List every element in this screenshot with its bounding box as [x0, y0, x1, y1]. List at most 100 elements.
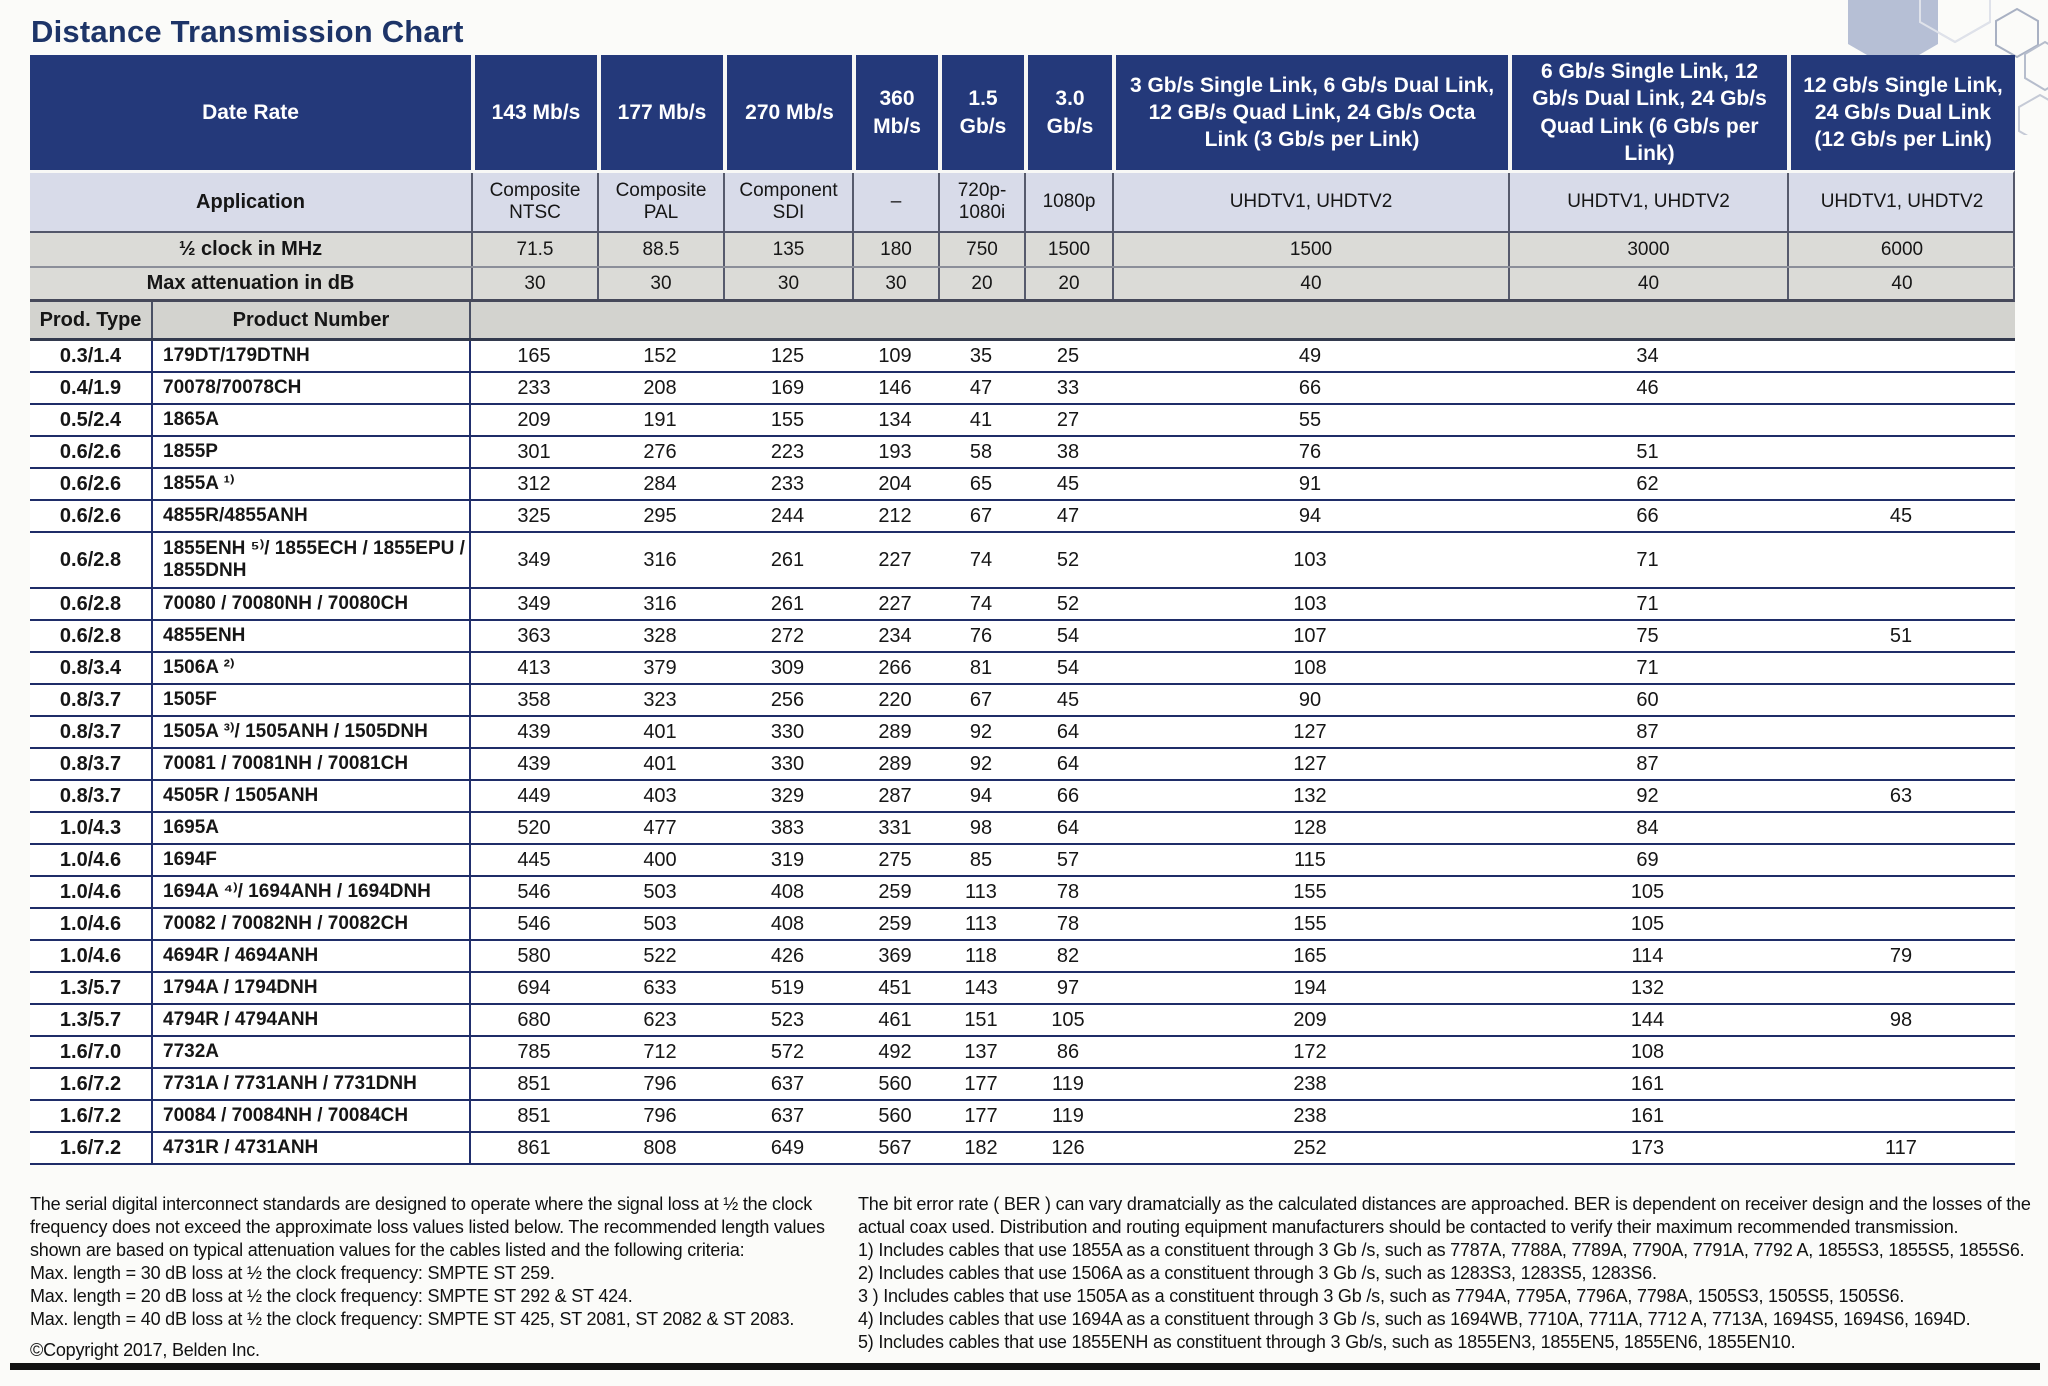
- prod-type-cell: 1.0/4.3: [30, 813, 153, 843]
- product-number-cell: 1855P: [153, 437, 471, 467]
- distance-value-cell: 151: [964, 1008, 998, 1031]
- distance-value-cell: 79: [1889, 944, 1913, 967]
- distance-value-cell: 256: [770, 688, 805, 711]
- distance-value-cell: 54: [1056, 624, 1080, 647]
- half-clock-cell: 750: [938, 233, 1024, 266]
- distance-value-cell: 477: [643, 816, 677, 839]
- distance-value-cell: 172: [1293, 1040, 1327, 1063]
- distance-value-cell: 319: [770, 848, 805, 871]
- application-cell: UHDTV1, UHDTV2: [1508, 173, 1787, 231]
- distance-value-cell: 439: [517, 752, 551, 775]
- distance-value-cell: 52: [1056, 592, 1080, 615]
- distance-value-cell: 259: [878, 880, 912, 903]
- distance-value-cell: 312: [517, 472, 551, 495]
- distance-value-cell: 137: [964, 1040, 998, 1063]
- max-attenuation-cell: 30: [723, 268, 852, 299]
- distance-value-cell: 108: [1630, 1040, 1665, 1063]
- distance-value-cell: 152: [643, 344, 677, 367]
- distance-value-cell: 92: [969, 752, 993, 775]
- footnote-left-column: The serial digital interconnect standard…: [30, 1193, 830, 1362]
- distance-value-cell: 144: [1630, 1008, 1665, 1031]
- prod-type-cell: 1.6/7.2: [30, 1069, 153, 1099]
- distance-value-cell: 408: [770, 880, 805, 903]
- distance-value-cell: 128: [1293, 816, 1327, 839]
- product-number-cell: 1694F: [153, 845, 471, 875]
- half-clock-cell: 1500: [1024, 233, 1112, 266]
- distance-value-cell: 808: [643, 1136, 677, 1159]
- product-number-cell: 70084 / 70084NH / 70084CH: [153, 1101, 471, 1131]
- max-attenuation-cell: 30: [597, 268, 723, 299]
- table-row: 1.0/4.6 1694A ⁴⁾/ 1694ANH / 1694DNH 546 503…: [30, 877, 2015, 909]
- prod-type-label: Prod. Type: [30, 302, 153, 338]
- footnote-intro-left: The serial digital interconnect standard…: [30, 1194, 825, 1260]
- distance-value-cell: 71: [1636, 656, 1659, 679]
- prod-type-cell: 1.6/7.2: [30, 1133, 153, 1163]
- distance-value-cell: 35: [969, 344, 993, 367]
- distance-value-cell: 234: [878, 624, 912, 647]
- distance-value-cell: 47: [969, 376, 993, 399]
- footnote-item: 4) Includes cables that use 1694A as a c…: [858, 1309, 1971, 1329]
- distance-value-cell: 261: [770, 548, 805, 571]
- half-clock-cell: 1500: [1112, 233, 1508, 266]
- footnote-item: 1) Includes cables that use 1855A as a c…: [858, 1240, 2025, 1260]
- distance-value-cell: 295: [643, 504, 677, 527]
- table-row: 0.6/2.8 70080 / 70080NH / 70080CH 349 316 26…: [30, 589, 2015, 621]
- distance-value-cell: 103: [1293, 548, 1327, 571]
- distance-value-cell: 91: [1298, 472, 1322, 495]
- distance-value-cell: 680: [517, 1008, 551, 1031]
- product-number-cell: 1695A: [153, 813, 471, 843]
- distance-value-cell: 57: [1056, 848, 1080, 871]
- prod-type-cell: 1.6/7.2: [30, 1101, 153, 1131]
- column-header-3g-group: 3 Gb/s Single Link, 6 Gb/s Dual Link, 12…: [1112, 55, 1508, 170]
- application-cell: Composite PAL: [597, 173, 723, 231]
- distance-value-cell: 227: [878, 548, 912, 571]
- distance-value-cell: 227: [878, 592, 912, 615]
- distance-value-cell: 127: [1293, 720, 1327, 743]
- distance-value-cell: [1787, 1037, 2015, 1067]
- distance-value-cell: 560: [878, 1072, 912, 1095]
- distance-value-cell: 113: [965, 880, 997, 903]
- distance-value-cell: 105: [1630, 912, 1665, 935]
- distance-value-cell: 74: [969, 592, 993, 615]
- distance-value-cell: 63: [1889, 784, 1913, 807]
- footnote-right-column: The bit error rate ( BER ) can vary dram…: [858, 1193, 2033, 1354]
- prod-type-cell: 1.3/5.7: [30, 1005, 153, 1035]
- distance-value-cell: 126: [1051, 1136, 1085, 1159]
- max-attenuation-label: Max attenuation in dB: [146, 272, 355, 294]
- distance-value-cell: 84: [1636, 816, 1659, 839]
- distance-value-cell: 331: [878, 816, 912, 839]
- product-number-cell: 7731A / 7731ANH / 7731DNH: [153, 1069, 471, 1099]
- distance-value-cell: 64: [1056, 752, 1080, 775]
- distance-value-cell: 449: [517, 784, 551, 807]
- distance-value-cell: 401: [643, 752, 677, 775]
- distance-value-cell: 177: [964, 1072, 998, 1095]
- distance-value-cell: [1787, 589, 2015, 619]
- distance-value-cell: 259: [878, 912, 912, 935]
- distance-value-cell: 51: [1889, 624, 1913, 647]
- distance-value-cell: [1787, 1101, 2015, 1131]
- product-number-label: Product Number: [153, 302, 471, 338]
- prod-type-cell: 0.5/2.4: [30, 405, 153, 435]
- distance-value-cell: 76: [969, 624, 993, 647]
- distance-value-cell: 694: [517, 976, 551, 999]
- distance-value-cell: 220: [878, 688, 912, 711]
- distance-value-cell: 796: [643, 1072, 677, 1095]
- footnote-item: 2) Includes cables that use 1506A as a c…: [858, 1263, 1657, 1283]
- table-row: 1.0/4.3 1695A 520 477 383 331 98 64 128 84: [30, 813, 2015, 845]
- distance-value-cell: 34: [1636, 344, 1659, 367]
- distance-value-cell: 492: [878, 1040, 912, 1063]
- distance-value-cell: 45: [1889, 504, 1913, 527]
- distance-value-cell: 567: [878, 1136, 912, 1159]
- distance-value-cell: 54: [1056, 656, 1080, 679]
- product-number-cell: 1505A ³⁾/ 1505ANH / 1505DNH: [153, 717, 471, 747]
- distance-value-cell: 301: [517, 440, 551, 463]
- product-header-row: Prod. Type Product Number: [30, 302, 2015, 341]
- distance-value-cell: 238: [1293, 1104, 1327, 1127]
- application-cell: UHDTV1, UHDTV2: [1112, 173, 1508, 231]
- distance-value-cell: 82: [1056, 944, 1080, 967]
- distance-value-cell: 330: [770, 752, 805, 775]
- product-number-cell: 1794A / 1794DNH: [153, 973, 471, 1003]
- distance-value-cell: 105: [1051, 1008, 1085, 1031]
- distance-value-cell: [1787, 373, 2015, 403]
